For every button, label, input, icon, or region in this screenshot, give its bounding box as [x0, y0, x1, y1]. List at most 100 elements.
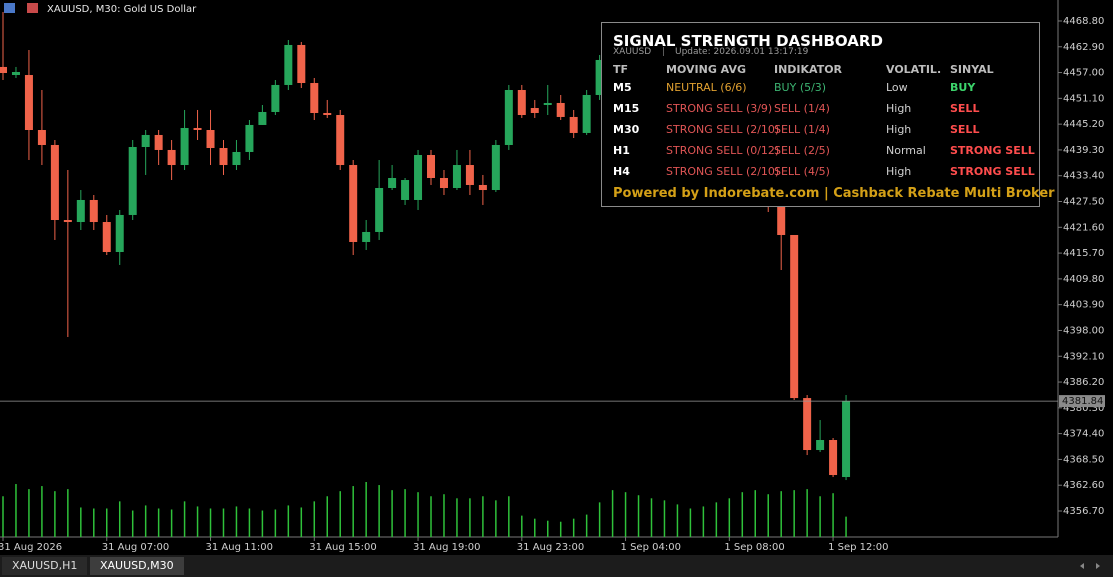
candle-body [414, 155, 423, 200]
candle-body [141, 134, 150, 148]
y-tick-label: 4433.40 [1063, 171, 1104, 182]
x-tick-label: 31 Aug 15:00 [309, 542, 376, 553]
dashboard-footer: Powered by Indorebate.com | Cashback Reb… [613, 186, 1055, 201]
y-tick-label: 4451.10 [1063, 93, 1104, 104]
dashboard-cell: STRONG SELL (2/10) [666, 165, 780, 178]
dashboard-cell: SELL (2/5) [774, 144, 830, 157]
tab[interactable]: XAUUSD,M30 [90, 557, 184, 575]
candle-body [271, 84, 280, 112]
dashboard-cell: H4 [613, 165, 630, 178]
dashboard-cell: STRONG SELL (0/12) [666, 144, 780, 157]
candle-body [491, 144, 500, 191]
y-tick-label: 4445.20 [1063, 119, 1104, 130]
y-tick-label: 4409.80 [1063, 274, 1104, 285]
candle-body [842, 401, 851, 478]
candle-body [206, 129, 215, 149]
dashboard-cell: M30 [613, 123, 640, 136]
column-header: INDIKATOR [774, 63, 843, 76]
candle-body [790, 234, 799, 399]
candle-body [102, 222, 111, 252]
current-price-label: 4381.84 [1062, 396, 1103, 407]
scroll-arrows[interactable] [1070, 555, 1110, 577]
chart-title: XAUUSD, M30: Gold US Dollar [47, 4, 197, 15]
dashboard-cell: BUY [950, 81, 976, 94]
candle-body [595, 59, 604, 95]
x-tick-label: 31 Aug 07:00 [102, 542, 169, 553]
candle-body [219, 148, 228, 166]
dashboard-cell: High [886, 102, 912, 115]
candle-body [76, 199, 85, 223]
y-tick-label: 4403.90 [1063, 300, 1104, 311]
x-tick-label: 31 Aug 2026 [0, 542, 62, 553]
dashboard-cell: High [886, 123, 912, 136]
candle-body [375, 188, 384, 232]
candle-body [37, 129, 46, 145]
dashboard-cell: STRONG SELL (3/9) [666, 102, 773, 115]
candle-body [816, 440, 825, 451]
candle-body [89, 199, 98, 223]
x-tick-label: 1 Sep 04:00 [621, 542, 681, 553]
signal-dashboard: SIGNAL STRENGTH DASHBOARD XAUUSD | Updat… [601, 22, 1055, 207]
candle-body [154, 134, 163, 150]
dashboard-cell: SELL [950, 123, 980, 136]
dashboard-cell: M15 [613, 102, 640, 115]
candle-body [504, 90, 513, 145]
y-tick-label: 4468.80 [1063, 16, 1104, 27]
tab-bar: XAUUSD,H1 XAUUSD,M30 [0, 555, 1113, 577]
candle-body [362, 231, 371, 242]
candle-body [803, 398, 812, 451]
y-tick-label: 4392.10 [1063, 351, 1104, 362]
y-tick-label: 4398.00 [1063, 325, 1104, 336]
tab[interactable]: XAUUSD,H1 [2, 557, 88, 575]
candle-body [0, 66, 7, 73]
candle-body [297, 44, 306, 84]
candle-body [388, 177, 397, 189]
y-tick-label: 4439.30 [1063, 145, 1104, 156]
candle-body [478, 184, 487, 191]
dashboard-symbol: XAUUSD [613, 47, 652, 57]
y-tick-label: 4462.90 [1063, 42, 1104, 53]
column-header: SINYAL [950, 63, 994, 76]
x-tick-label: 31 Aug 11:00 [206, 542, 273, 553]
candle-body [24, 75, 33, 130]
dashboard-cell: H1 [613, 144, 630, 157]
candle-body [50, 144, 59, 221]
y-tick-label: 4457.00 [1063, 68, 1104, 79]
dashboard-cell: Normal [886, 144, 926, 157]
candle-body [11, 71, 20, 76]
y-tick-label: 4415.70 [1063, 248, 1104, 259]
candle-body [128, 147, 137, 215]
x-tick-label: 31 Aug 23:00 [517, 542, 584, 553]
candle-body [569, 116, 578, 133]
dashboard-cell: SELL [950, 102, 980, 115]
candle-body [349, 165, 358, 242]
dashboard-cell: BUY (5/3) [774, 81, 827, 94]
y-tick-label: 4421.60 [1063, 222, 1104, 233]
dashboard-cell: SELL (4/5) [774, 165, 830, 178]
candle-body [336, 115, 345, 166]
candle-body [232, 151, 241, 166]
candle-body [115, 214, 124, 252]
dashboard-cell: Low [886, 81, 908, 94]
candle-body [427, 155, 436, 178]
dashboard-cell: NEUTRAL (6/6) [666, 81, 747, 94]
dashboard-cell: STRONG SELL (2/10) [666, 123, 780, 136]
candle-body [829, 440, 838, 476]
candle-body [167, 149, 176, 166]
dashboard-cell: M5 [613, 81, 632, 94]
y-tick-label: 4362.60 [1063, 480, 1104, 491]
chart: XAUUSD, M30: Gold US Dollar 4468.80 4462.… [0, 0, 1105, 553]
candle-body [530, 108, 539, 113]
chart-icon [27, 3, 38, 13]
y-tick-label: 4374.40 [1063, 429, 1104, 440]
x-tick-label: 1 Sep 08:00 [724, 542, 784, 553]
candle-body [193, 127, 202, 130]
column-header: TF [613, 63, 629, 76]
candle-body [180, 127, 189, 166]
dashboard-cell: STRONG SELL [950, 144, 1035, 157]
candle-body [284, 44, 293, 85]
y-tick-label: 4427.50 [1063, 197, 1104, 208]
x-tick-label: 31 Aug 19:00 [413, 542, 480, 553]
candle-body [465, 165, 474, 185]
